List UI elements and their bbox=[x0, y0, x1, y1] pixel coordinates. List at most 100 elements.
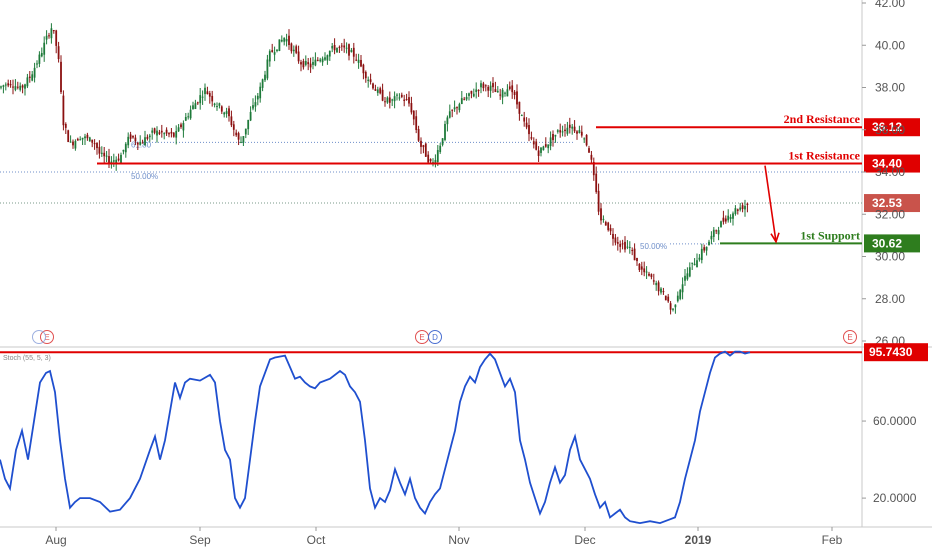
candle-body bbox=[710, 235, 713, 240]
candle-body bbox=[556, 130, 559, 132]
candle-body bbox=[273, 52, 276, 55]
candle-body bbox=[703, 247, 706, 251]
candle-body bbox=[12, 86, 14, 88]
candle-body bbox=[669, 303, 672, 310]
fib-label: 50.00% bbox=[131, 172, 158, 181]
candle-body bbox=[398, 97, 401, 99]
candle-body bbox=[540, 147, 542, 153]
candle-body bbox=[199, 95, 202, 104]
candle-body bbox=[696, 260, 698, 268]
candle-body bbox=[192, 105, 194, 110]
candle-body bbox=[98, 146, 101, 154]
level-price-tag[interactable] bbox=[864, 154, 920, 173]
indicator-label[interactable]: Stoch (55, 5, 3) bbox=[3, 355, 51, 362]
levels: 2nd Resistance 36.12 1st Resistance 34.40 1s… bbox=[97, 112, 920, 253]
candle-body bbox=[676, 295, 679, 302]
candle-body bbox=[715, 230, 718, 232]
level-price-label: 34.40 bbox=[872, 157, 902, 171]
last-price-tag[interactable] bbox=[864, 194, 920, 213]
level-annotation[interactable]: 2nd Resistance bbox=[784, 112, 861, 126]
candle-body bbox=[122, 149, 125, 152]
candle-body bbox=[57, 46, 60, 60]
candle-body bbox=[568, 124, 571, 128]
candle-body bbox=[340, 45, 343, 47]
candle-body bbox=[115, 159, 118, 164]
candle-body bbox=[468, 93, 470, 96]
candle-body bbox=[31, 74, 34, 81]
candle-body bbox=[302, 61, 305, 68]
candle-body bbox=[686, 273, 689, 280]
candle-body bbox=[674, 304, 677, 308]
osc-tick-label: 60.0000 bbox=[873, 414, 917, 428]
candle-body bbox=[40, 53, 43, 57]
candles bbox=[0, 23, 749, 315]
candle-body bbox=[528, 125, 530, 135]
candle-body bbox=[708, 241, 710, 246]
candle-body bbox=[242, 136, 245, 143]
osc-value-tag[interactable] bbox=[864, 343, 928, 362]
event-marker[interactable] bbox=[428, 330, 442, 344]
candle-body bbox=[324, 57, 326, 60]
time-axis[interactable]: Aug Sep Oct Nov Dec 2019 Feb bbox=[45, 527, 843, 547]
candle-body bbox=[84, 136, 86, 139]
candle-body bbox=[580, 131, 583, 136]
level-annotation[interactable]: 1st Resistance bbox=[788, 149, 860, 163]
candle-body bbox=[417, 129, 420, 141]
candle-body bbox=[681, 284, 684, 293]
candle-body bbox=[693, 263, 696, 266]
event-marker[interactable] bbox=[40, 330, 54, 344]
candle-body bbox=[367, 79, 370, 81]
candle-body bbox=[276, 49, 278, 51]
candle-body bbox=[33, 67, 36, 78]
candle-body bbox=[252, 105, 254, 109]
candle-body bbox=[427, 154, 430, 163]
candle-body bbox=[158, 132, 161, 134]
fib-label: 50.00% bbox=[640, 242, 667, 251]
candle-body bbox=[74, 141, 77, 149]
candle-body bbox=[460, 98, 463, 105]
candle-body bbox=[244, 128, 247, 135]
candle-body bbox=[256, 95, 259, 100]
candle-body bbox=[64, 123, 67, 128]
candle-body bbox=[100, 152, 103, 154]
level-annotation[interactable]: 1st Support bbox=[800, 228, 860, 242]
candle-body bbox=[655, 283, 658, 286]
level-price-tag[interactable] bbox=[864, 118, 920, 137]
candle-body bbox=[321, 58, 324, 63]
candle-body bbox=[201, 96, 204, 98]
candle-body bbox=[744, 205, 746, 210]
level-price-label: 30.62 bbox=[872, 236, 902, 250]
level-price-tag[interactable] bbox=[864, 234, 920, 253]
candle-body bbox=[304, 61, 307, 65]
osc-value-label: 95.7430 bbox=[869, 345, 913, 359]
candle-body bbox=[585, 134, 588, 146]
candle-body bbox=[453, 107, 456, 110]
x-tick-label: Dec bbox=[574, 533, 595, 547]
candle-body bbox=[328, 50, 331, 57]
candle-body bbox=[21, 85, 24, 88]
candle-body bbox=[396, 94, 398, 96]
candle-body bbox=[489, 85, 492, 91]
x-tick-label: Sep bbox=[189, 533, 211, 547]
candle-body bbox=[60, 61, 62, 93]
candle-body bbox=[388, 97, 391, 103]
candle-body bbox=[372, 83, 374, 89]
candle-body bbox=[566, 127, 569, 134]
price-axis[interactable]: 26.0028.0030.0032.0034.0036.0038.0040.00… bbox=[862, 0, 905, 348]
candle-body bbox=[271, 50, 274, 52]
candle-body bbox=[532, 141, 535, 145]
stoch-line bbox=[0, 350, 751, 525]
candle-body bbox=[415, 116, 418, 130]
candle-body bbox=[108, 156, 110, 164]
candle-body bbox=[463, 98, 466, 100]
event-marker[interactable] bbox=[843, 330, 857, 344]
candle-body bbox=[43, 42, 46, 55]
candle-body bbox=[297, 51, 300, 62]
y-tick-label: 28.00 bbox=[875, 292, 905, 306]
candle-body bbox=[513, 91, 516, 95]
candle-body bbox=[144, 137, 146, 146]
candle-body bbox=[465, 96, 468, 100]
candle-body bbox=[290, 43, 293, 52]
candle-body bbox=[559, 130, 562, 133]
candle-body bbox=[698, 257, 701, 260]
